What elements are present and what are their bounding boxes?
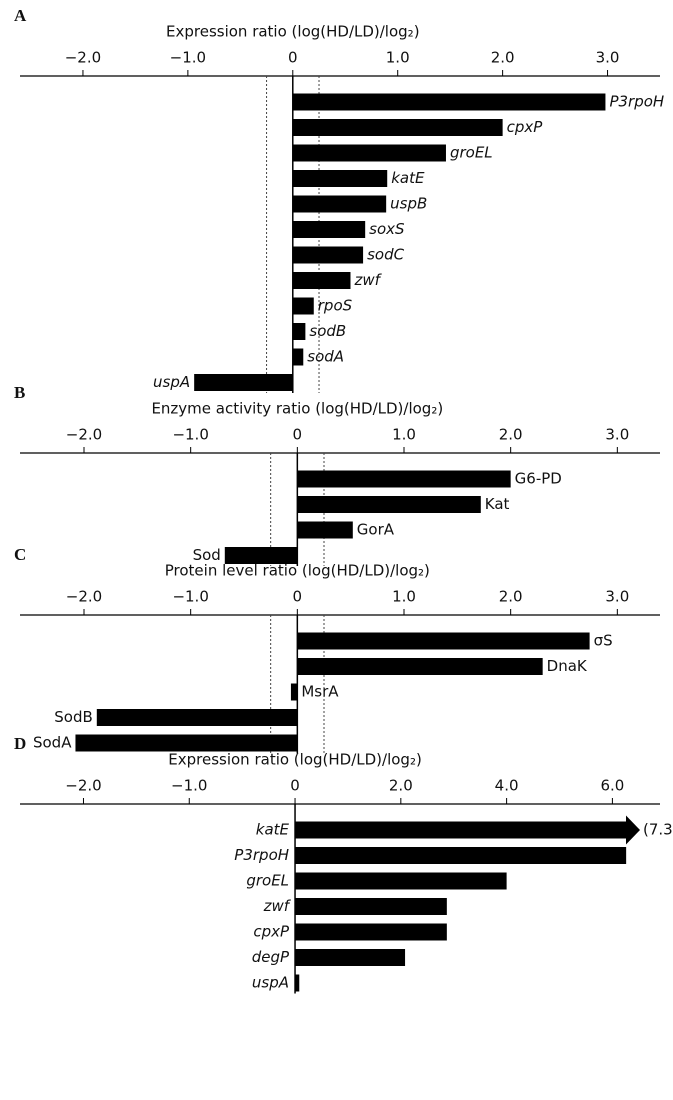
- bar: [292, 246, 364, 264]
- bar-label: uspA: [252, 974, 289, 992]
- bar: [297, 658, 543, 675]
- bar: [224, 547, 298, 564]
- bar: [75, 734, 298, 752]
- bar-arrow: [295, 815, 640, 845]
- axis-title: Protein level ratio (log(HD/LD)/log₂): [165, 562, 430, 580]
- bar: [292, 93, 606, 111]
- x-tick-label: 2.0: [499, 426, 523, 444]
- bar: [297, 470, 511, 488]
- panel-letter: C: [14, 545, 26, 564]
- bar-label: uspA: [153, 373, 190, 391]
- x-tick-label: −2.0: [66, 426, 102, 444]
- x-tick-label: −2.0: [66, 588, 102, 606]
- x-tick-label: 3.0: [596, 49, 620, 67]
- bar: [295, 974, 300, 992]
- bar: [292, 144, 446, 162]
- bar: [292, 323, 306, 340]
- bar-label: sodB: [309, 322, 346, 340]
- bar: [96, 709, 298, 726]
- bar: [194, 374, 293, 391]
- x-tick-label: 6.0: [600, 777, 624, 795]
- x-tick-label: 2.0: [499, 588, 523, 606]
- axis-title: Expression ratio (log(HD/LD)/log₂): [166, 23, 420, 41]
- bar-label: degP: [252, 948, 290, 966]
- bar: [295, 872, 507, 890]
- bar-label: Kat: [485, 495, 510, 513]
- x-tick-label: −2.0: [65, 49, 101, 67]
- x-tick-label: 4.0: [495, 777, 519, 795]
- bar-label: Sod: [193, 546, 221, 564]
- x-tick-label: −1.0: [170, 49, 206, 67]
- bar-label: sodA: [307, 348, 344, 366]
- x-tick-label: 0: [288, 49, 298, 67]
- bar-label: uspB: [390, 195, 427, 213]
- panel-letter: D: [14, 734, 26, 753]
- axis-title: Expression ratio (log(HD/LD)/log₂): [168, 751, 422, 769]
- bar: [295, 898, 447, 915]
- x-tick-label: −2.0: [65, 777, 101, 795]
- bar: [292, 119, 503, 136]
- x-tick-label: 3.0: [605, 426, 629, 444]
- bar-label: MsrA: [301, 683, 339, 701]
- bar: [295, 949, 406, 966]
- bar-label: rpoS: [318, 297, 353, 315]
- x-tick-label: 1.0: [386, 49, 410, 67]
- bar-label: G6-PD: [515, 470, 562, 488]
- bar: [297, 632, 590, 650]
- bar-label: DnaK: [547, 657, 588, 675]
- x-tick-label: 0: [290, 777, 300, 795]
- bar: [297, 521, 353, 539]
- bar-label: SodB: [54, 708, 93, 726]
- bar-label: sodC: [367, 246, 405, 264]
- x-tick-label: 0: [293, 426, 303, 444]
- bar-label: P3rpoH: [609, 93, 664, 111]
- bar-label: groEL: [246, 872, 289, 890]
- x-tick-label: −1.0: [172, 588, 208, 606]
- bar-label: zwf: [353, 271, 382, 289]
- x-tick-label: −1.0: [171, 777, 207, 795]
- bar: [292, 297, 314, 315]
- x-tick-label: 1.0: [392, 588, 416, 606]
- panel-letter: A: [14, 6, 27, 25]
- bar-label: P3rpoH: [234, 846, 289, 864]
- bar: [290, 683, 298, 701]
- bar-label: GorA: [357, 521, 395, 539]
- axis-title: Enzyme activity ratio (log(HD/LD)/log₂): [151, 400, 443, 418]
- x-tick-label: 0: [293, 588, 303, 606]
- bar-label: katE: [256, 821, 290, 839]
- bar-label: σS: [594, 632, 613, 650]
- bar: [292, 348, 304, 366]
- bar-label: groEL: [450, 144, 493, 162]
- bar: [292, 195, 387, 213]
- bar: [295, 923, 447, 941]
- x-tick-label: 1.0: [392, 426, 416, 444]
- panel-letter: B: [14, 383, 25, 402]
- bar-label: katE: [391, 169, 425, 187]
- x-tick-label: 2.0: [389, 777, 413, 795]
- value-label: (7.3): [643, 821, 673, 839]
- x-tick-label: 3.0: [605, 588, 629, 606]
- bar-label: zwf: [263, 897, 292, 915]
- bar: [292, 272, 351, 289]
- x-tick-label: −1.0: [172, 426, 208, 444]
- bar: [292, 221, 366, 238]
- bar-label: soxS: [369, 220, 405, 238]
- bar: [297, 496, 481, 513]
- bar-label: SodA: [33, 734, 72, 752]
- bar-label: cpxP: [507, 118, 544, 136]
- bar: [292, 170, 388, 187]
- x-tick-label: 2.0: [491, 49, 515, 67]
- bar: [295, 847, 627, 864]
- bar-label: cpxP: [253, 923, 290, 941]
